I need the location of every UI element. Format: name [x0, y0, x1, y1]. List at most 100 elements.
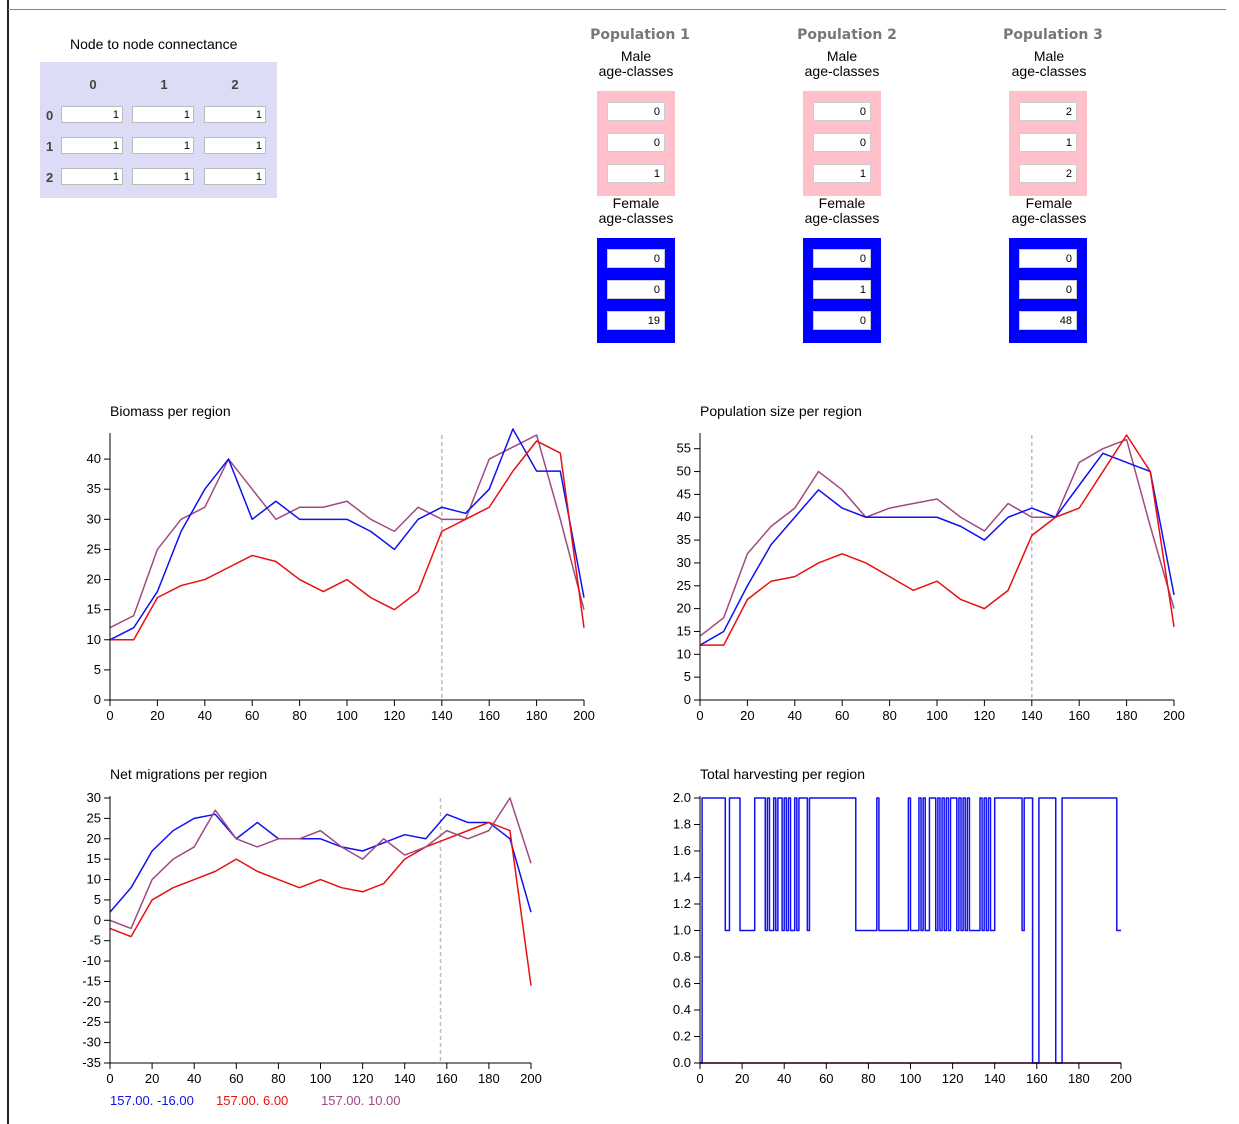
female-label: Female [818, 195, 866, 211]
legend-series-2: 157.00. 6.00 [216, 1093, 289, 1108]
female-label: age-classes [1011, 210, 1087, 226]
connectance-row-header: 1 [46, 139, 54, 154]
y-tick-label: 20 [87, 572, 101, 587]
chart-title-migrations: Net migrations per region [110, 766, 268, 782]
age-class-input[interactable]: 0 [1019, 249, 1077, 268]
y-tick-label: -35 [82, 1055, 101, 1070]
age-class-input[interactable]: 1 [813, 164, 871, 183]
x-tick-label: 160 [1026, 1071, 1048, 1086]
y-tick-label: 5 [684, 669, 691, 684]
population-title: Population 2 [797, 27, 897, 43]
connectance-cell[interactable]: 1 [204, 106, 266, 123]
chart-title-biomass: Biomass per region [110, 403, 231, 419]
y-tick-label: 35 [677, 532, 691, 547]
y-tick-label: 45 [677, 486, 691, 501]
y-tick-label: 10 [87, 872, 101, 887]
y-tick-label: 35 [87, 481, 101, 496]
age-class-input[interactable]: 1 [1019, 133, 1077, 152]
y-tick-label: 1.4 [673, 870, 691, 885]
age-class-input[interactable]: 0 [607, 133, 665, 152]
y-tick-label: 1.8 [673, 817, 691, 832]
female-label: age-classes [804, 210, 880, 226]
y-tick-label: -15 [82, 973, 101, 988]
age-class-input[interactable]: 0 [607, 102, 665, 121]
connectance-cell[interactable]: 1 [61, 168, 123, 185]
x-tick-label: 40 [777, 1071, 791, 1086]
y-tick-label: 10 [87, 632, 101, 647]
y-tick-label: 5 [94, 662, 101, 677]
age-class-input[interactable]: 0 [813, 249, 871, 268]
x-tick-label: 60 [245, 708, 259, 723]
x-tick-label: 60 [229, 1071, 243, 1086]
male-label: age-classes [598, 63, 674, 79]
age-class-input[interactable]: 0 [813, 311, 871, 330]
connectance-cell[interactable]: 1 [61, 137, 123, 154]
connectance-col-header: 0 [89, 77, 97, 92]
chart-title-population: Population size per region [700, 403, 862, 419]
x-tick-label: 180 [478, 1071, 500, 1086]
age-class-input[interactable]: 0 [1019, 280, 1077, 299]
left-border [7, 0, 9, 1124]
x-tick-label: 20 [735, 1071, 749, 1086]
y-tick-label: 15 [87, 602, 101, 617]
connectance-cell[interactable]: 1 [204, 168, 266, 185]
y-tick-label: 55 [677, 441, 691, 456]
age-class-input[interactable]: 1 [813, 280, 871, 299]
series-line-1 [699, 452, 1175, 646]
male-label: age-classes [804, 63, 880, 79]
x-tick-label: 20 [145, 1071, 159, 1086]
age-class-input[interactable]: 0 [813, 102, 871, 121]
y-tick-label: 30 [677, 555, 691, 570]
x-tick-label: 60 [819, 1071, 833, 1086]
x-tick-label: 120 [942, 1071, 964, 1086]
y-tick-label: 2.0 [673, 790, 691, 805]
male-age-classes-box: 2 1 2 [1009, 91, 1087, 196]
connectance-title: Node to node connectance [70, 36, 238, 52]
y-tick-label: 50 [677, 464, 691, 479]
age-class-input[interactable]: 48 [1019, 311, 1077, 330]
x-tick-label: 40 [187, 1071, 201, 1086]
y-tick-label: 15 [677, 623, 691, 638]
age-class-input[interactable]: 0 [607, 280, 665, 299]
connectance-cell[interactable]: 1 [132, 137, 194, 154]
x-tick-label: 20 [150, 708, 164, 723]
y-tick-label: 10 [677, 646, 691, 661]
age-class-input[interactable]: 2 [1019, 102, 1077, 121]
age-class-input[interactable]: 0 [813, 133, 871, 152]
x-tick-label: 40 [198, 708, 212, 723]
female-label: age-classes [598, 210, 674, 226]
x-tick-label: 100 [900, 1071, 922, 1086]
y-tick-label: 0.2 [673, 1029, 691, 1044]
connectance-cell[interactable]: 1 [61, 106, 123, 123]
x-tick-label: 120 [352, 1071, 374, 1086]
x-tick-label: 160 [436, 1071, 458, 1086]
age-class-input[interactable]: 1 [607, 164, 665, 183]
age-class-input[interactable]: 19 [607, 311, 665, 330]
y-tick-label: 20 [677, 601, 691, 616]
y-tick-label: -20 [82, 994, 101, 1009]
x-tick-label: 80 [271, 1071, 285, 1086]
x-tick-label: 60 [835, 708, 849, 723]
y-tick-label: 5 [94, 892, 101, 907]
x-tick-label: 40 [788, 708, 802, 723]
y-tick-label: 15 [87, 851, 101, 866]
x-tick-label: 100 [336, 708, 358, 723]
connectance-cell[interactable]: 1 [132, 106, 194, 123]
x-tick-label: 140 [394, 1071, 416, 1086]
age-class-input[interactable]: 0 [607, 249, 665, 268]
x-tick-label: 0 [106, 708, 113, 723]
y-tick-label: -5 [89, 933, 101, 948]
connectance-cell[interactable]: 1 [204, 137, 266, 154]
female-age-classes-box: 0 0 19 [597, 238, 675, 343]
connectance-cell[interactable]: 1 [132, 168, 194, 185]
x-tick-label: 200 [1163, 708, 1185, 723]
y-tick-label: 0 [94, 912, 101, 927]
y-tick-label: 30 [87, 790, 101, 805]
x-tick-label: 180 [526, 708, 548, 723]
y-tick-label: 0.0 [673, 1055, 691, 1070]
age-class-input[interactable]: 2 [1019, 164, 1077, 183]
connectance-row-header: 2 [46, 170, 54, 185]
y-tick-label: 25 [87, 810, 101, 825]
x-tick-label: 0 [696, 708, 703, 723]
